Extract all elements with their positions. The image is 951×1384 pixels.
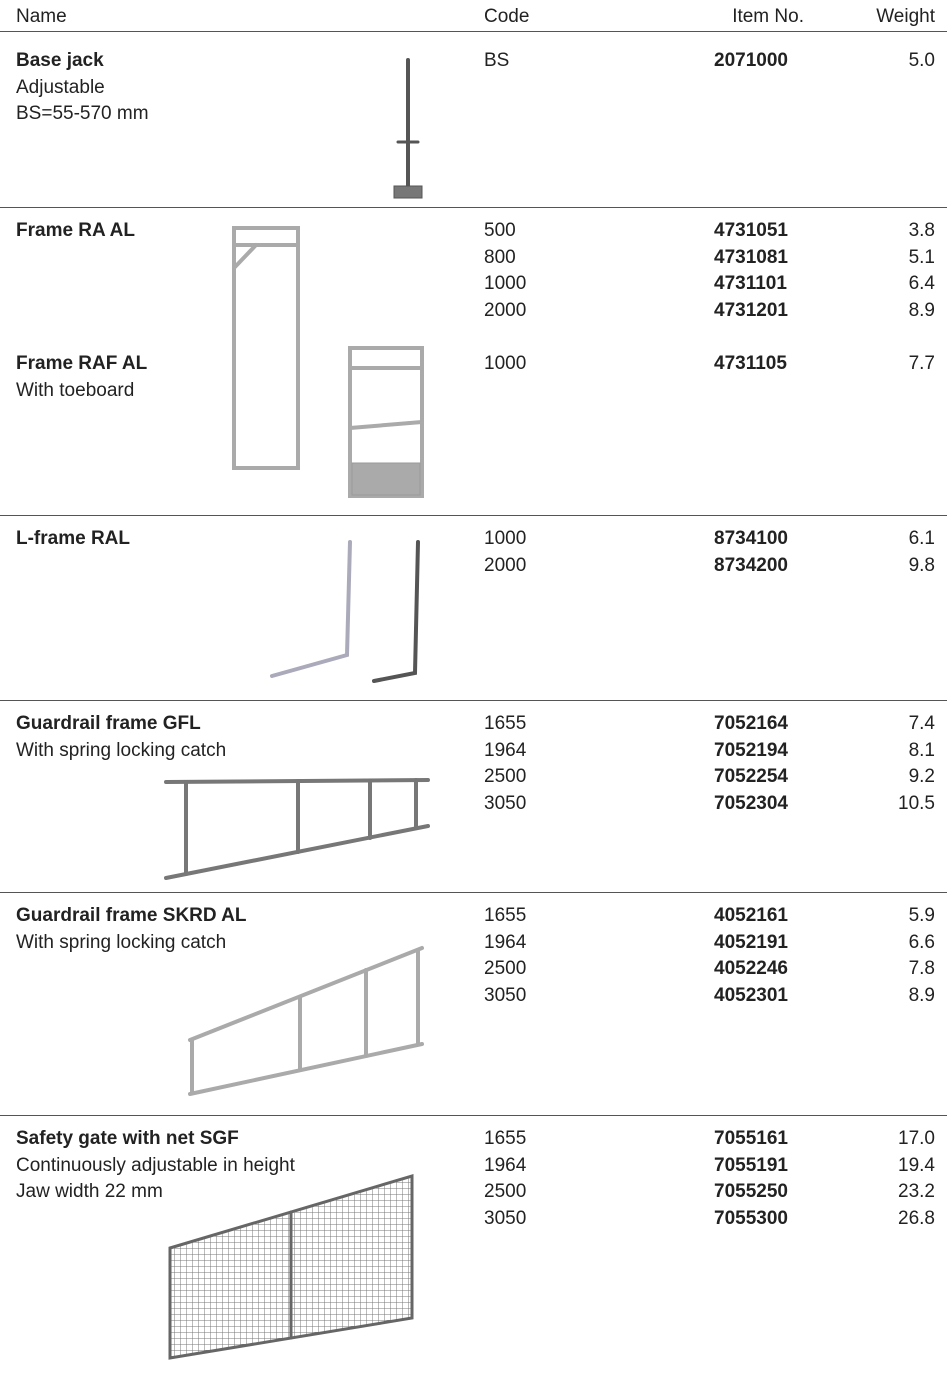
item-no: 7055191 <box>714 1153 788 1179</box>
skrd-image <box>190 948 422 1094</box>
l-frame-images <box>272 542 418 681</box>
weight: 10.5 <box>800 791 935 817</box>
code: 2500 <box>484 764 526 790</box>
section-rule <box>0 515 947 516</box>
code: 1655 <box>484 903 526 929</box>
item-no: 4731201 <box>714 298 788 324</box>
product-note: BS=55-570 mm <box>16 101 149 127</box>
base-jack-image <box>394 60 422 198</box>
weight: 7.7 <box>800 351 935 377</box>
code: 2000 <box>484 553 526 579</box>
product-name: Guardrail frame GFL <box>16 711 201 737</box>
section-rule <box>0 892 947 893</box>
code: 1964 <box>484 930 526 956</box>
column-header: Code <box>484 4 529 30</box>
product-name: Frame RA AL <box>16 218 135 244</box>
weight: 6.1 <box>800 526 935 552</box>
product-name: Guardrail frame SKRD AL <box>16 903 247 929</box>
weight: 26.8 <box>800 1206 935 1232</box>
item-no: 7052304 <box>714 791 788 817</box>
section-rule <box>0 700 947 701</box>
product-note: With spring locking catch <box>16 930 226 956</box>
code: 1655 <box>484 1126 526 1152</box>
weight: 5.0 <box>800 48 935 74</box>
weight: 7.4 <box>800 711 935 737</box>
product-note: With toeboard <box>16 378 134 404</box>
code: 3050 <box>484 983 526 1009</box>
code: 1964 <box>484 738 526 764</box>
code: 1964 <box>484 1153 526 1179</box>
weight: 5.9 <box>800 903 935 929</box>
weight: 23.2 <box>800 1179 935 1205</box>
page: Name Code Item No.Weight Base jackAdjustabl… <box>0 0 951 1384</box>
item-no: 7055161 <box>714 1126 788 1152</box>
column-header: Weight <box>800 4 935 30</box>
code: 3050 <box>484 1206 526 1232</box>
product-name: L-frame RAL <box>16 526 130 552</box>
product-note: With spring locking catch <box>16 738 226 764</box>
item-no: 7055250 <box>714 1179 788 1205</box>
item-no: 7052254 <box>714 764 788 790</box>
weight: 17.0 <box>800 1126 935 1152</box>
weight: 3.8 <box>800 218 935 244</box>
weight: 6.6 <box>800 930 935 956</box>
item-no: 4052301 <box>714 983 788 1009</box>
item-no: 2071000 <box>714 48 788 74</box>
header-rule <box>0 31 947 32</box>
section-rule <box>0 207 947 208</box>
product-name: Frame RAF AL <box>16 351 147 377</box>
item-no: 7052194 <box>714 738 788 764</box>
code: 2500 <box>484 1179 526 1205</box>
code: 3050 <box>484 791 526 817</box>
item-no: 8734200 <box>714 553 788 579</box>
code: 1000 <box>484 271 526 297</box>
weight: 8.1 <box>800 738 935 764</box>
code: 1000 <box>484 526 526 552</box>
item-no: 4052191 <box>714 930 788 956</box>
weight: 7.8 <box>800 956 935 982</box>
code: 500 <box>484 218 516 244</box>
code: 2500 <box>484 956 526 982</box>
frame-images <box>234 228 422 496</box>
item-no: 8734100 <box>714 526 788 552</box>
gate-image <box>170 1176 412 1358</box>
weight: 5.1 <box>800 245 935 271</box>
code: 1655 <box>484 711 526 737</box>
product-name: Safety gate with net SGF <box>16 1126 239 1152</box>
item-no: 7052164 <box>714 711 788 737</box>
weight: 19.4 <box>800 1153 935 1179</box>
item-no: 4731081 <box>714 245 788 271</box>
item-no: 4052246 <box>714 956 788 982</box>
item-no: 4052161 <box>714 903 788 929</box>
item-no: 4731051 <box>714 218 788 244</box>
code: 800 <box>484 245 516 271</box>
gfl-image <box>166 780 428 878</box>
weight: 9.2 <box>800 764 935 790</box>
code: 1000 <box>484 351 526 377</box>
code: 2000 <box>484 298 526 324</box>
item-no: 4731105 <box>714 351 787 377</box>
product-note: Continuously adjustable in height <box>16 1153 295 1179</box>
product-note: Jaw width 22 mm <box>16 1179 163 1205</box>
product-name: Base jack <box>16 48 104 74</box>
item-no: 4731101 <box>714 271 787 297</box>
product-note: Adjustable <box>16 75 105 101</box>
item-no: 7055300 <box>714 1206 788 1232</box>
weight: 6.4 <box>800 271 935 297</box>
column-header: Item No. <box>712 4 804 30</box>
section-rule <box>0 1115 947 1116</box>
weight: 8.9 <box>800 298 935 324</box>
weight: 8.9 <box>800 983 935 1009</box>
column-header: Name <box>16 4 67 30</box>
weight: 9.8 <box>800 553 935 579</box>
code: BS <box>484 48 509 74</box>
